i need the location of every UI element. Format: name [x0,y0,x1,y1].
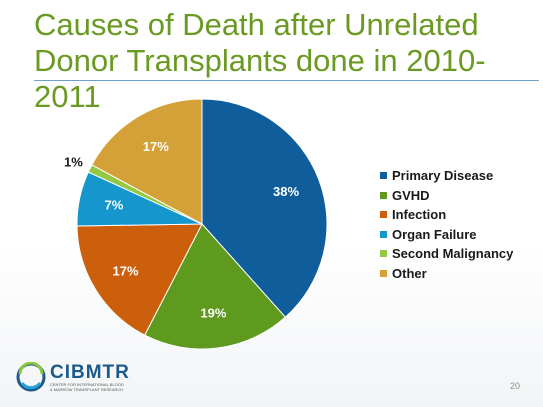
legend-swatch [380,172,387,180]
legend-label: GVHD [392,187,430,203]
data-label-gvhd: 19% [200,305,226,320]
pie-slice-primary-disease [201,98,328,318]
legend-swatch [380,211,387,219]
data-label-organ-failure: 7% [105,198,124,213]
legend-swatch [380,250,387,258]
legend-label: Primary Disease [392,168,494,184]
slide-title: Causes of Death after Unrelated Donor Tr… [34,7,486,114]
page-number: 20 [510,381,521,391]
legend-label: Infection [392,207,447,223]
pie-slice-infection [76,223,203,336]
pie-slice-gvhd [144,223,287,350]
legend-swatch [380,230,387,238]
legend-item-other: Other [380,264,513,284]
legend-swatch [380,269,387,277]
cibmtr-logo: CIBMTR CENTER FOR INTERNATIONAL BLOOD & … [16,360,156,398]
legend-label: Other [392,265,427,281]
cibmtr-logo-icon [16,362,46,392]
title-divider [34,80,539,81]
data-label-primary-disease: 38% [273,184,299,199]
data-label-infection: 17% [113,263,139,278]
legend-item-organ-failure: Organ Failure [380,225,513,245]
legend-item-gvhd: GVHD [380,186,513,206]
data-label-second-malignancy: 1% [64,154,83,169]
chart-legend: Primary Disease GVHD Infection Organ Failur… [380,166,513,283]
legend-item-primary-disease: Primary Disease [380,166,513,186]
logo-wordmark: CIBMTR [50,362,130,383]
legend-item-infection: Infection [380,205,513,225]
logo-subtitle: CENTER FOR INTERNATIONAL BLOOD & MARROW … [50,382,124,392]
legend-item-second-malignancy: Second Malignancy [380,244,513,264]
legend-label: Organ Failure [392,226,477,242]
data-label-other: 17% [143,139,169,154]
legend-label: Second Malignancy [392,246,514,262]
legend-swatch [380,191,387,199]
pie-slice-other [91,98,203,225]
